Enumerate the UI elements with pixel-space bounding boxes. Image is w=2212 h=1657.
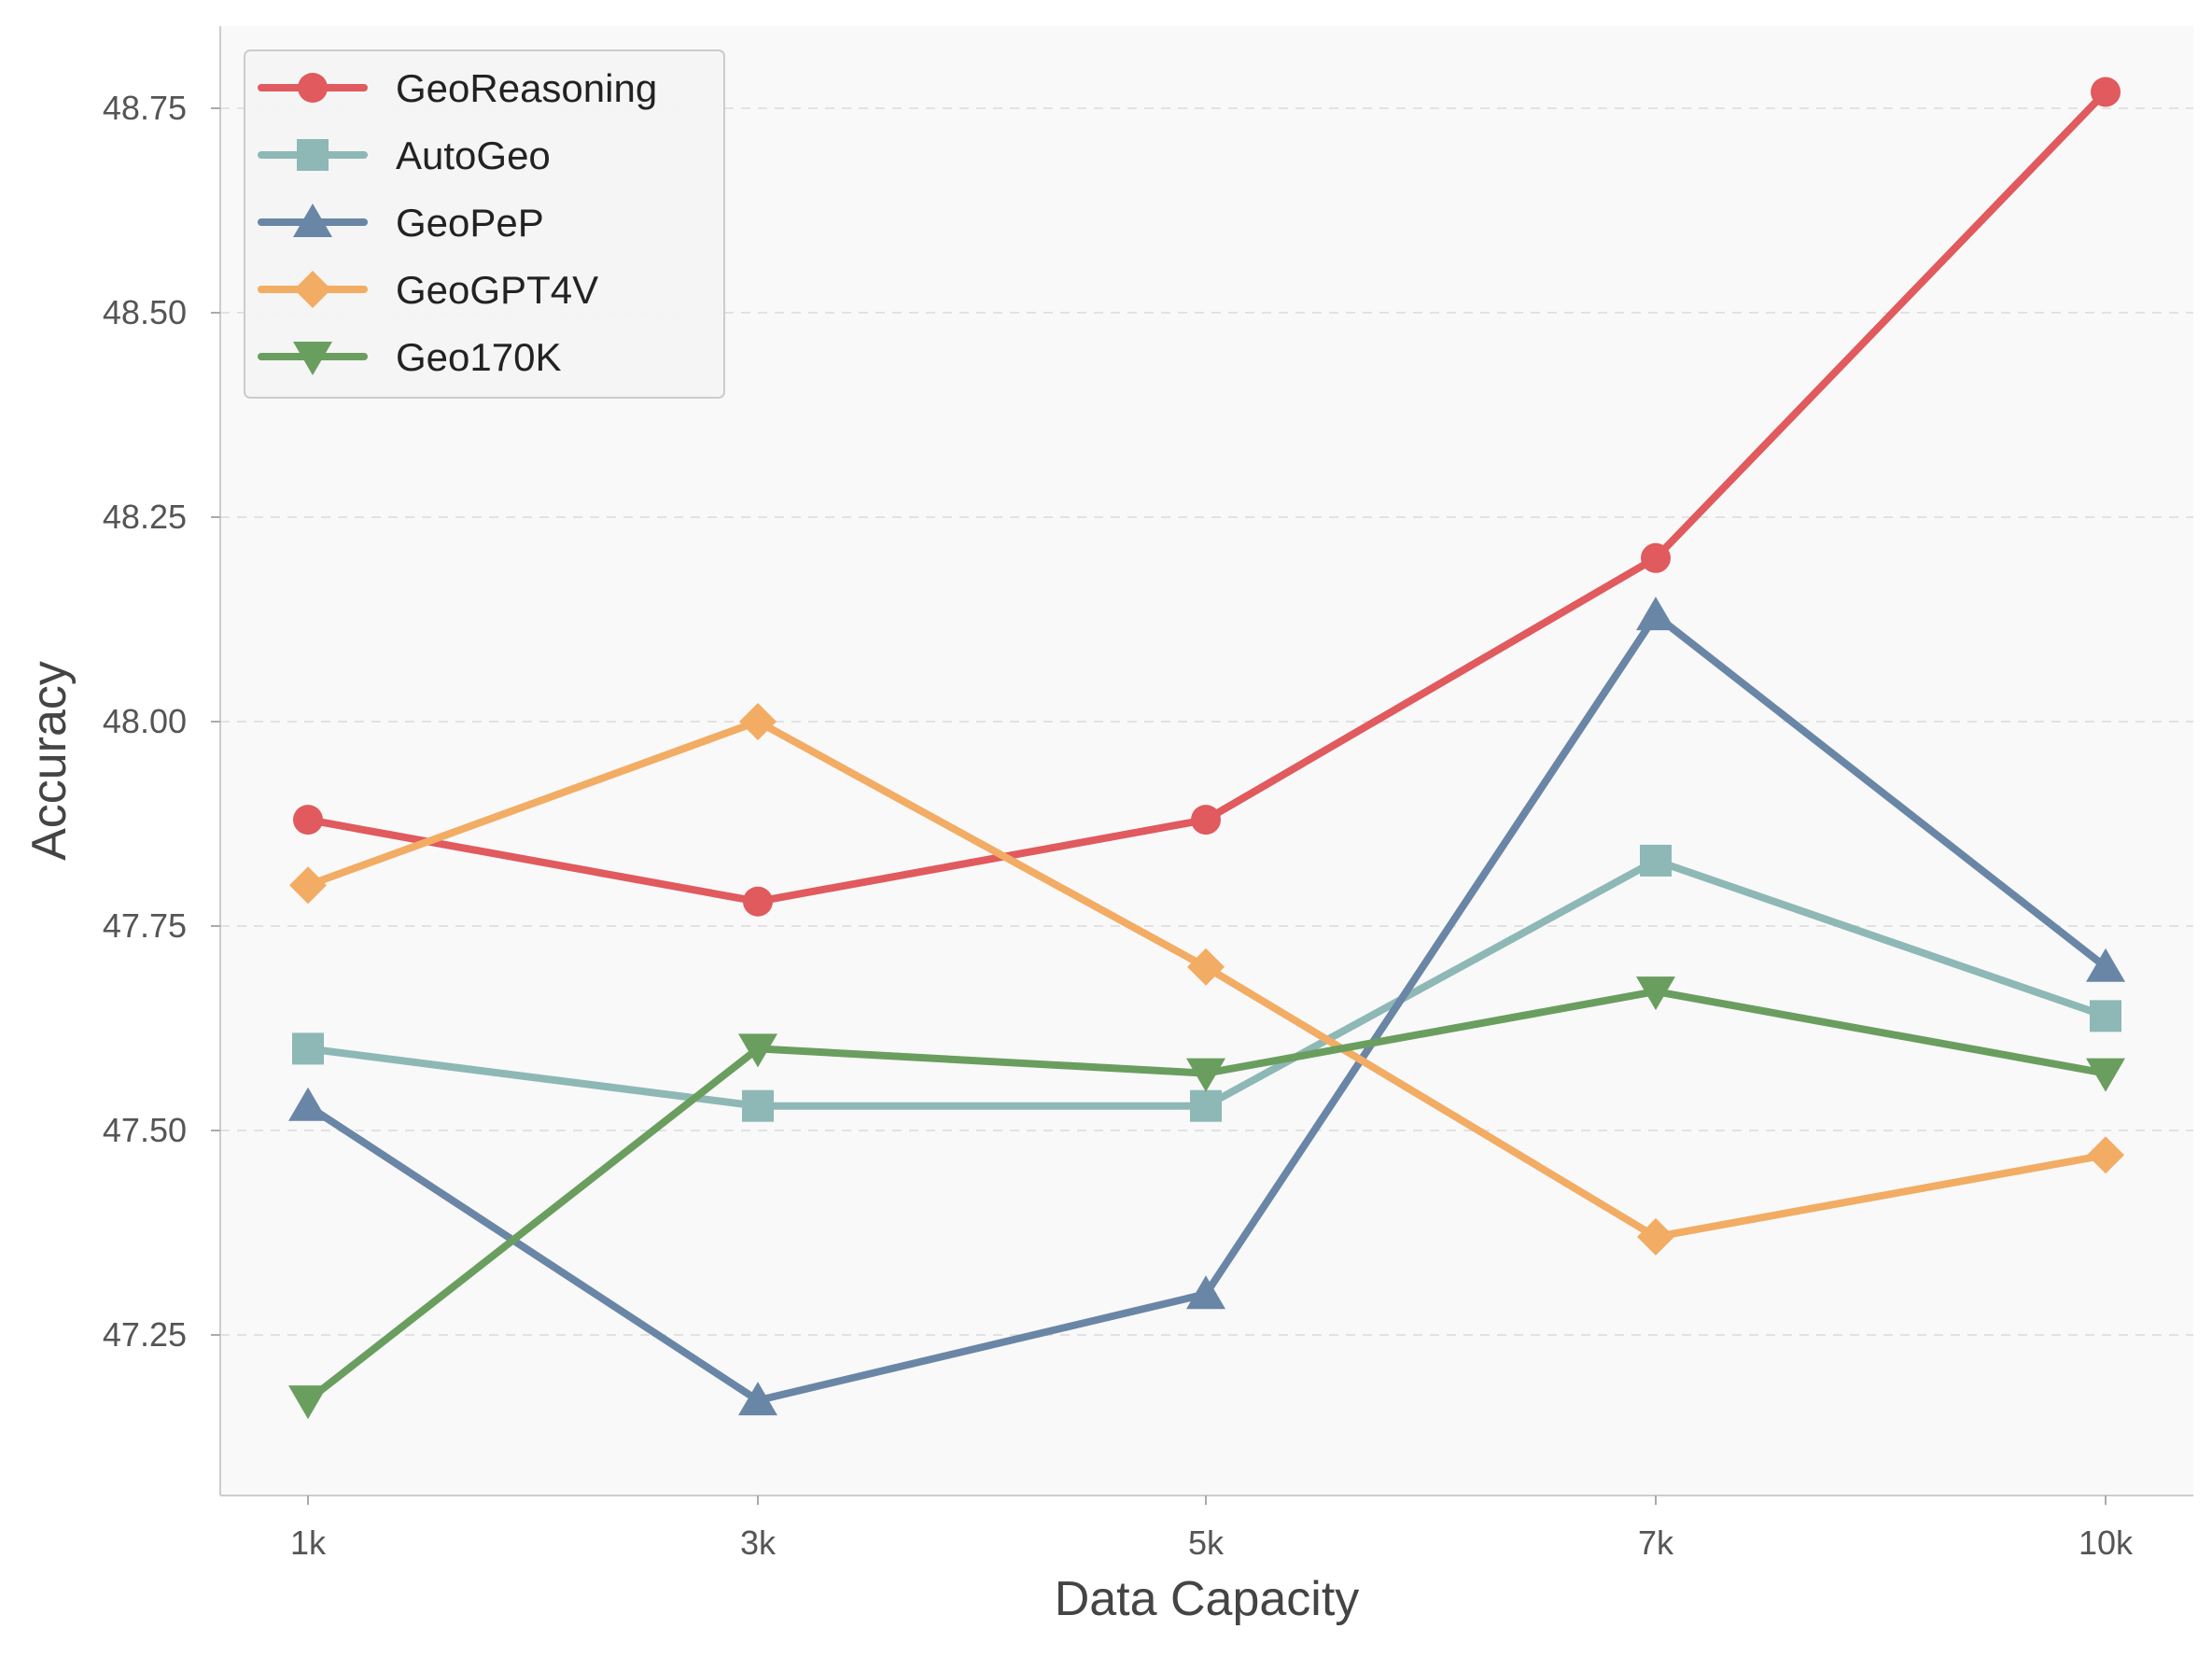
data-point-geogpt4v bbox=[1187, 948, 1225, 986]
data-point-geo170k bbox=[738, 1033, 777, 1068]
y-tick-label: 48.75 bbox=[103, 89, 187, 127]
data-point-georeasoning bbox=[743, 886, 773, 917]
series-geopep bbox=[288, 597, 2125, 1416]
y-tick-label: 48.50 bbox=[103, 293, 187, 331]
legend-entry-autogeo: AutoGeo bbox=[258, 133, 551, 177]
x-axis-title: Data Capacity bbox=[1055, 1572, 1360, 1626]
data-point-geopep bbox=[738, 1382, 777, 1416]
y-tick-label: 47.25 bbox=[103, 1315, 187, 1354]
data-point-autogeo bbox=[292, 1032, 324, 1065]
x-tick-label: 7k bbox=[1638, 1524, 1674, 1562]
legend-marker-autogeo bbox=[297, 139, 329, 171]
data-point-autogeo bbox=[742, 1089, 774, 1122]
y-tick-label: 47.75 bbox=[103, 906, 187, 945]
data-point-geogpt4v bbox=[2087, 1136, 2124, 1174]
y-tick-label: 48.25 bbox=[103, 498, 187, 536]
legend-entry-geo170k: Geo170K bbox=[258, 335, 561, 379]
legend-marker-geopep bbox=[293, 204, 332, 237]
data-point-geopep bbox=[2086, 948, 2125, 982]
series-group bbox=[288, 77, 2125, 1420]
data-point-geopep bbox=[1636, 597, 1675, 631]
data-point-georeasoning bbox=[1641, 542, 1671, 573]
legend: GeoReasoning AutoGeo GeoPeP GeoGPT4V Geo170K bbox=[244, 49, 725, 399]
legend-entry-geopep: GeoPeP bbox=[258, 201, 544, 245]
legend-marker-geogpt4v bbox=[294, 271, 331, 308]
legend-marker-geo170k bbox=[293, 342, 332, 375]
data-point-geogpt4v bbox=[289, 866, 327, 905]
legend-label-geopep: GeoPeP bbox=[396, 201, 544, 245]
data-point-geo170k bbox=[288, 1385, 328, 1420]
data-point-geo170k bbox=[2086, 1058, 2125, 1092]
data-point-geopep bbox=[1186, 1275, 1225, 1310]
legend-entry-geogpt4v: GeoGPT4V bbox=[258, 268, 598, 312]
data-point-geo170k bbox=[1636, 976, 1675, 1011]
data-point-geopep bbox=[288, 1087, 328, 1121]
y-tick-label: 47.50 bbox=[103, 1111, 187, 1149]
x-tick-label: 1k bbox=[290, 1524, 327, 1562]
series-georeasoning bbox=[293, 77, 2121, 917]
y-axis-title: Accuracy bbox=[22, 661, 77, 861]
data-point-geogpt4v bbox=[739, 703, 777, 740]
y-axis-ticks: 47.25 47.50 47.75 48.00 48.25 48.50 48.75 bbox=[103, 89, 220, 1354]
legend-box bbox=[244, 49, 725, 399]
legend-label-geo170k: Geo170K bbox=[396, 335, 561, 379]
data-point-georeasoning bbox=[1191, 805, 1221, 836]
legend-label-autogeo: AutoGeo bbox=[396, 133, 551, 177]
series-geogpt4v bbox=[289, 703, 2124, 1256]
data-point-georeasoning bbox=[2091, 77, 2121, 107]
legend-label-georeasoning: GeoReasoning bbox=[396, 66, 657, 110]
data-point-autogeo bbox=[2090, 1000, 2121, 1032]
series-autogeo bbox=[292, 844, 2121, 1122]
x-tick-label: 10k bbox=[2079, 1524, 2134, 1562]
data-point-autogeo bbox=[1640, 844, 1672, 877]
legend-marker-georeasoning bbox=[298, 73, 328, 103]
data-point-geo170k bbox=[1186, 1058, 1225, 1092]
data-point-autogeo bbox=[1190, 1089, 1222, 1122]
x-tick-label: 3k bbox=[740, 1524, 777, 1562]
y-tick-label: 48.00 bbox=[103, 702, 187, 740]
legend-entry-georeasoning: GeoReasoning bbox=[258, 66, 657, 110]
data-point-georeasoning bbox=[293, 805, 323, 836]
data-point-geogpt4v bbox=[1637, 1217, 1674, 1256]
legend-label-geogpt4v: GeoGPT4V bbox=[396, 268, 598, 312]
x-axis-ticks: 1k 3k 5k 7k 10k bbox=[290, 1496, 2134, 1562]
series-geo170k bbox=[288, 976, 2125, 1420]
x-tick-label: 5k bbox=[1188, 1524, 1225, 1562]
